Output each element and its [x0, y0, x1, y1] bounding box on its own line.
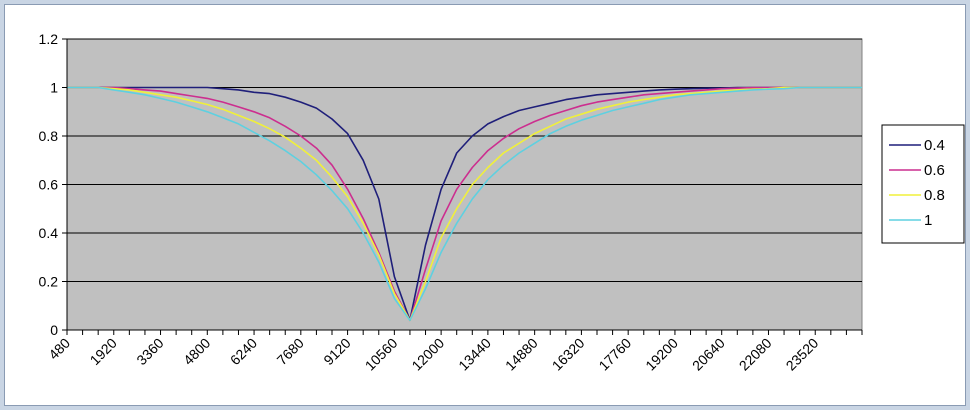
- line-chart: 0 0.2 0.4 0.6 0.8 1 1.2 480 1920 3360 4800 6240 768…: [39, 31, 965, 374]
- series-line-1: [67, 86, 862, 322]
- series-lines: [67, 86, 862, 322]
- x-tick-label: 3360: [133, 335, 166, 368]
- series-line-0.6: [67, 86, 862, 322]
- y-axis-ticks: 0 0.2 0.4 0.6 0.8 1 1.2: [39, 31, 67, 338]
- legend-box: [881, 124, 965, 244]
- y-tick-label: 0.8: [39, 128, 59, 144]
- x-tick-label: 22080: [736, 335, 775, 374]
- x-axis-ticks: 480 1920 3360 4800 6240 7680 9120 10560 12000 134…: [45, 330, 863, 374]
- legend-label: 0.8: [924, 187, 945, 204]
- legend: 0.4 0.6 0.8 1: [881, 124, 965, 244]
- x-tick-label: 9120: [320, 335, 353, 368]
- x-tick-label: 1920: [87, 335, 120, 368]
- x-tick-label: 4800: [180, 335, 213, 368]
- x-tick-label: 6240: [227, 335, 260, 368]
- legend-label: 0.6: [924, 162, 945, 179]
- x-tick-label: 10560: [362, 335, 401, 374]
- x-tick-label: 480: [45, 335, 73, 363]
- y-tick-label: 1: [50, 80, 58, 96]
- chart-frame: 0 0.2 0.4 0.6 0.8 1 1.2 480 1920 3360 4800 6240 768…: [4, 4, 966, 406]
- x-tick-label: 7680: [274, 335, 307, 368]
- y-tick-label: 1.2: [39, 31, 59, 47]
- x-tick-label: 14880: [502, 335, 541, 374]
- x-tick-label: 12000: [408, 335, 447, 374]
- y-tick-label: 0.6: [39, 177, 59, 193]
- x-tick-label: 20640: [689, 335, 728, 374]
- y-tick-label: 0: [50, 322, 58, 338]
- legend-label: 1: [924, 212, 932, 229]
- legend-label: 0.4: [924, 137, 945, 154]
- series-line-0.8: [67, 86, 862, 322]
- x-tick-label: 23520: [783, 335, 822, 374]
- x-tick-label: 17760: [595, 335, 634, 374]
- y-tick-label: 0.4: [39, 225, 59, 241]
- y-tick-label: 0.2: [39, 274, 59, 290]
- x-tick-label: 13440: [455, 335, 494, 374]
- x-tick-label: 16320: [549, 335, 588, 374]
- x-tick-label: 19200: [642, 335, 681, 374]
